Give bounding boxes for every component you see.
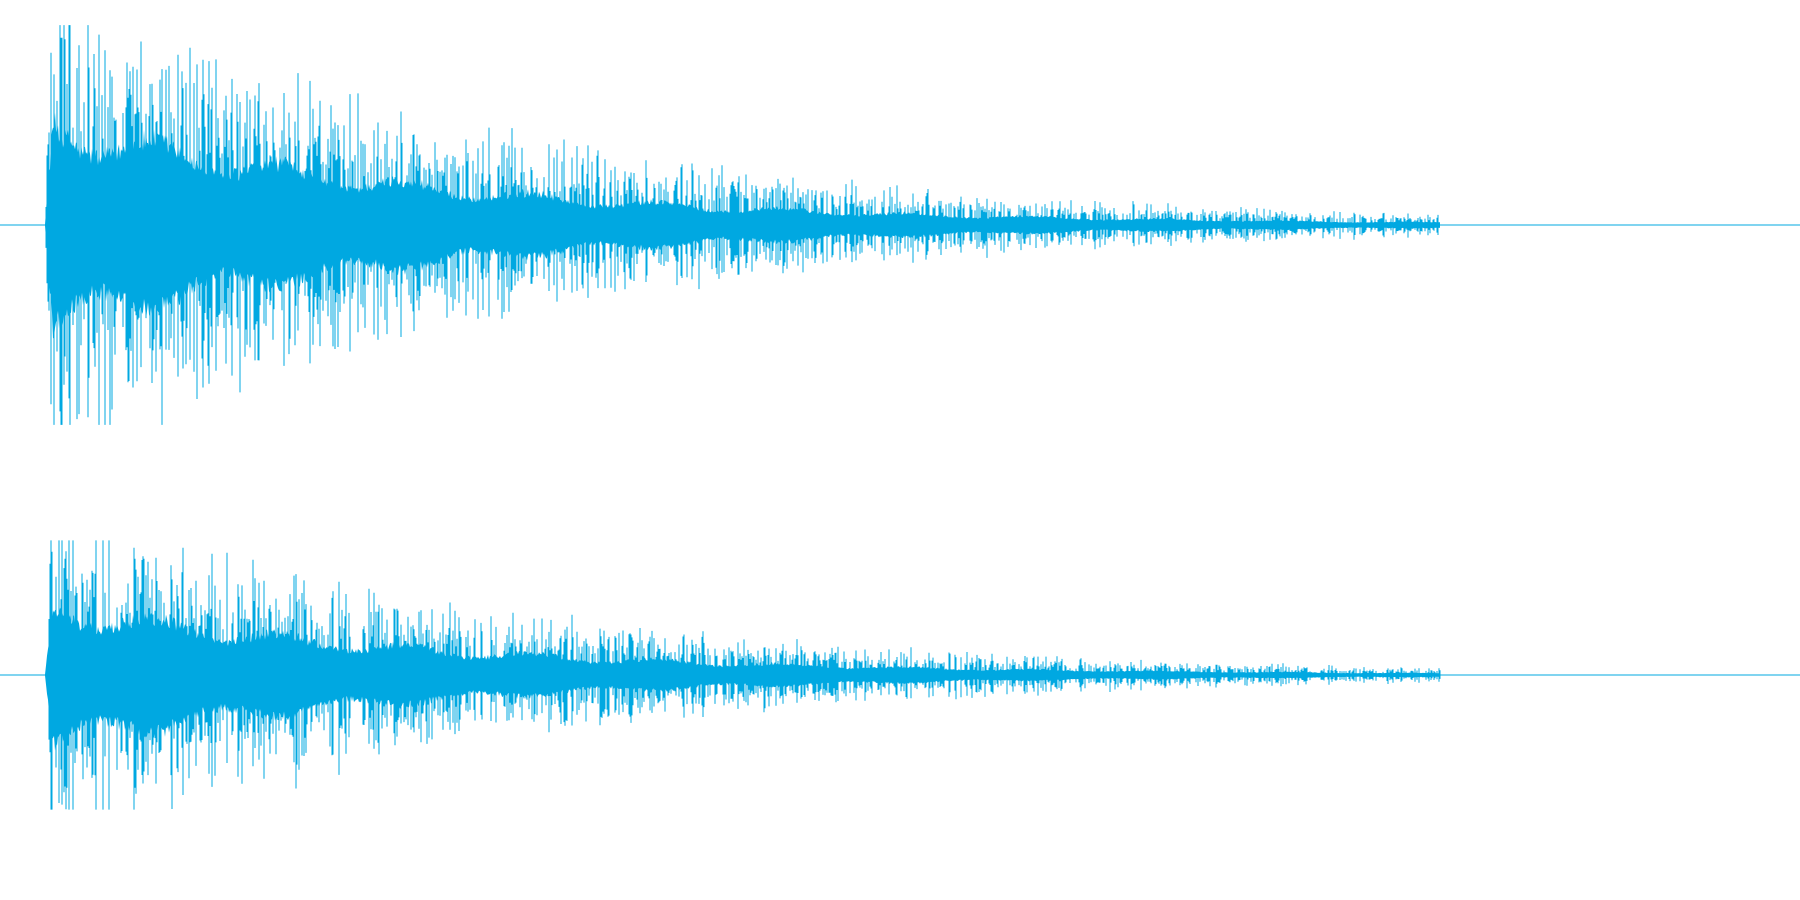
waveform-right [0, 540, 1800, 810]
waveform-body [45, 112, 1440, 339]
channel-right [0, 450, 1800, 900]
waveform-left [0, 25, 1800, 425]
waveform-spikes [45, 25, 1439, 425]
waveform-spikes [48, 540, 1441, 810]
channel-left [0, 25, 1800, 425]
